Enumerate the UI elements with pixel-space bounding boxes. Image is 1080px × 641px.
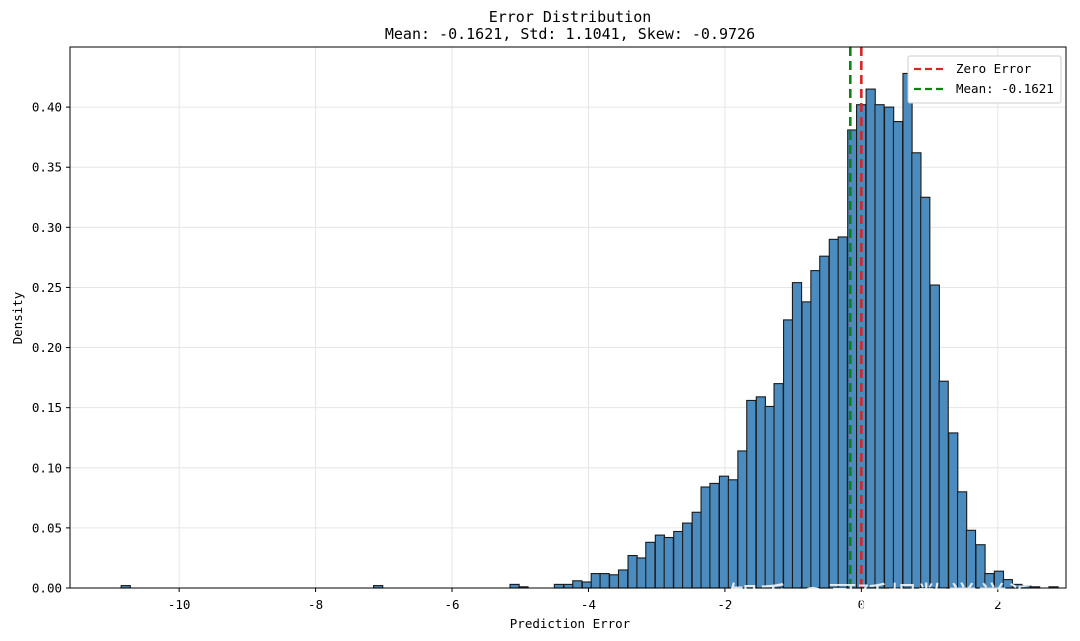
watermark: 知乎 @哥廷根数学学派 (728, 581, 1038, 616)
histogram-bar (673, 530, 684, 589)
histogram-bar (874, 104, 885, 589)
histogram-bar (902, 72, 913, 589)
histogram-bar (837, 236, 848, 589)
histogram-bar (801, 301, 812, 589)
histogram-bar (727, 479, 739, 589)
y-tick-label: 0.40 (32, 100, 62, 115)
histogram-bar (965, 529, 977, 589)
axis-ticks: -10 -8 -6 -4 -2 0 2 0.00 0.05 0.10 0.15 0.20 0.25 0.3… (32, 100, 1002, 612)
y-tick-label: 0.20 (32, 340, 62, 355)
histogram-bar (700, 486, 711, 589)
legend-label-zero-error: Zero Error (956, 61, 1032, 76)
histogram-bar (819, 255, 830, 589)
x-axis-label: Prediction Error (510, 616, 631, 631)
histogram-bar (581, 581, 593, 589)
histogram-bar (599, 573, 610, 589)
histogram-bar (663, 536, 674, 589)
histogram-bar (929, 284, 940, 589)
y-axis-label: Density (10, 291, 25, 344)
histogram-bar (783, 319, 794, 589)
histogram-bars (120, 72, 1059, 589)
y-tick-label: 0.00 (32, 581, 62, 596)
plot-frame (69, 46, 1067, 589)
histogram-bar (810, 270, 821, 589)
x-tick-label: -2 (717, 597, 732, 612)
histogram-bar (920, 196, 931, 589)
histogram-bar (764, 405, 775, 589)
histogram-bar (892, 120, 904, 589)
histogram-bar (627, 554, 638, 589)
histogram-bar (609, 574, 620, 589)
histogram-bar (865, 88, 876, 589)
x-tick-label: -4 (581, 597, 596, 612)
histogram-bar (509, 583, 520, 589)
histogram-bar (709, 482, 720, 589)
y-tick-label: 0.30 (32, 220, 62, 235)
histogram-bar (563, 583, 574, 589)
legend-label-mean: Mean: -0.1621 (956, 81, 1054, 96)
reference-lines (848, 47, 863, 588)
histogram-bar (636, 557, 647, 589)
histogram-bar (746, 399, 757, 589)
x-tick-label: 0 (858, 597, 866, 612)
histogram-bar (791, 282, 803, 589)
histogram-bar (691, 511, 702, 589)
x-tick-label: 2 (994, 597, 1002, 612)
x-tick-label: -6 (444, 597, 459, 612)
histogram-bar (682, 522, 693, 589)
histogram-bar (718, 475, 730, 589)
y-tick-label: 0.25 (32, 280, 62, 295)
histogram-bar (938, 380, 949, 589)
y-tick-label: 0.05 (32, 520, 62, 535)
y-tick-label: 0.15 (32, 400, 62, 415)
y-tick-label: 0.10 (32, 460, 62, 475)
chart-subtitle: Mean: -0.1621, Std: 1.1041, Skew: -0.972… (385, 25, 755, 43)
histogram-bar (828, 238, 839, 589)
histogram-bar (956, 491, 968, 589)
legend-box (907, 55, 1062, 104)
histogram-bar (737, 450, 748, 589)
histogram-bar (948, 432, 959, 589)
x-tick-label: -10 (168, 597, 191, 612)
histogram-bar (590, 573, 601, 589)
histogram-bar (617, 569, 629, 589)
histogram-bar (755, 396, 766, 589)
histogram-bar (654, 534, 666, 589)
histogram-bar (773, 383, 784, 589)
histogram-bar (883, 106, 895, 589)
y-tick-label: 0.35 (32, 160, 62, 175)
histogram-bar (911, 152, 922, 589)
histogram-bar (553, 583, 565, 589)
chart-title: Error Distribution (489, 8, 652, 26)
legend: Zero Error Mean: -0.1621 (907, 55, 1062, 104)
x-tick-label: -8 (308, 597, 323, 612)
histogram-bar (645, 541, 656, 589)
histogram-bar (572, 580, 583, 589)
